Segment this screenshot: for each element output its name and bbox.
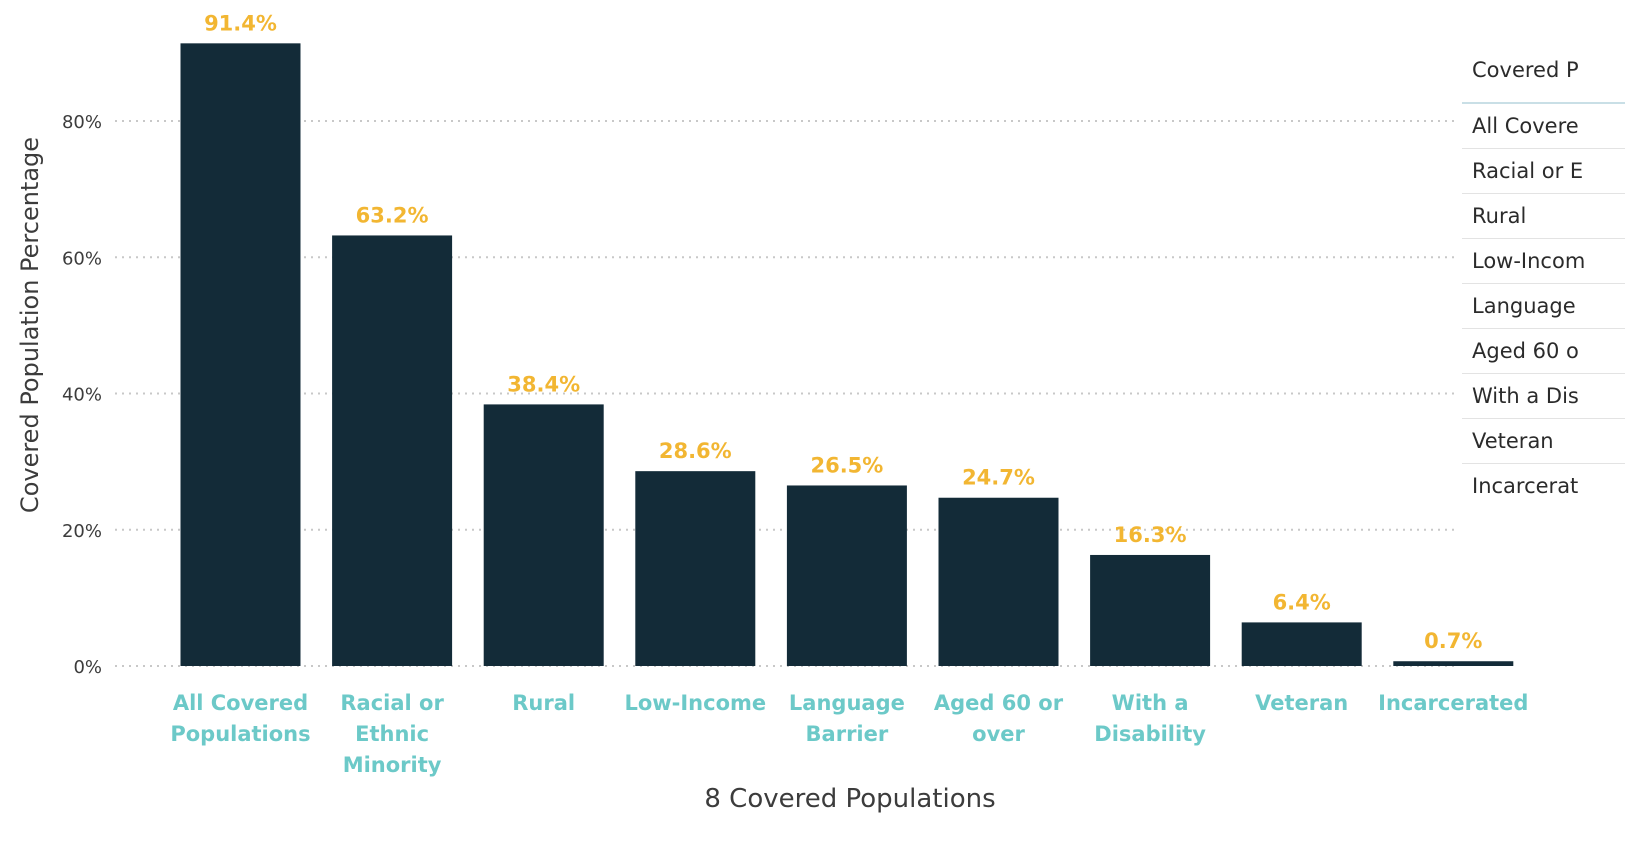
- x-tick-label: Aged 60 or over: [934, 691, 1064, 746]
- x-tick-label-line: Populations: [170, 722, 310, 746]
- y-tick-label: 40%: [62, 385, 102, 406]
- y-tick-label: 20%: [62, 521, 102, 542]
- bar[interactable]: [1393, 661, 1514, 666]
- legend-table: Covered P All Covere Racial or E Rural Low-…: [1462, 48, 1625, 528]
- bar[interactable]: [938, 497, 1059, 666]
- data-label: 16.3%: [1114, 523, 1187, 547]
- x-tick-label-line: Barrier: [806, 722, 889, 746]
- x-axis-label: 8 Covered Populations: [704, 784, 996, 814]
- data-label: 38.4%: [507, 372, 580, 396]
- legend-table-row: Rural: [1462, 194, 1625, 239]
- data-label: 63.2%: [356, 203, 429, 227]
- x-tick-label: Low-Income: [624, 691, 766, 715]
- x-tick-label-line: With a: [1112, 691, 1189, 715]
- x-tick-label-line: Veteran: [1255, 691, 1348, 715]
- y-tick-label: 0%: [73, 657, 102, 678]
- legend-table-row: Incarcerat: [1472, 474, 1579, 498]
- x-tick-label-line: Ethnic: [355, 722, 429, 746]
- data-label: 24.7%: [962, 466, 1035, 490]
- bar[interactable]: [635, 471, 756, 666]
- legend-table-rows: All Covere Racial or E Rural Low-Incom Langu…: [1462, 104, 1625, 508]
- bar[interactable]: [1090, 554, 1211, 666]
- legend-table-header: Covered P: [1462, 48, 1625, 104]
- bar[interactable]: [180, 43, 301, 666]
- x-tick-label-line: Minority: [343, 753, 442, 777]
- legend-table-row: Aged 60 o: [1462, 329, 1625, 374]
- y-tick-label: 60%: [62, 248, 102, 269]
- bar[interactable]: [483, 404, 604, 666]
- legend-table-row: Language: [1462, 284, 1625, 329]
- x-tick-label-line: All Covered: [173, 691, 308, 715]
- bar[interactable]: [1241, 622, 1362, 666]
- data-label: 28.6%: [659, 439, 732, 463]
- x-tick-label: All Covered Populations: [170, 691, 310, 746]
- legend-table-row: With a Dis: [1462, 374, 1625, 419]
- data-label: 91.4%: [204, 11, 277, 35]
- x-tick-label: Incarcerated: [1378, 691, 1528, 715]
- legend-table-row: Low-Incom: [1462, 239, 1625, 284]
- x-tick-label: With a Disability: [1094, 691, 1206, 746]
- y-axis-label: Covered Population Percentage: [16, 136, 44, 514]
- data-label: 6.4%: [1273, 590, 1331, 614]
- bar[interactable]: [786, 485, 907, 666]
- x-tick-label-line: Disability: [1094, 722, 1206, 746]
- y-axis-label-container: Covered Population Percentage: [10, 95, 50, 555]
- x-tick-label-line: Language: [789, 691, 905, 715]
- legend-table-row: Veteran: [1462, 419, 1625, 464]
- data-label: 0.7%: [1424, 629, 1482, 653]
- legend-table-row: Racial or E: [1462, 149, 1625, 194]
- x-tick-label-line: over: [972, 722, 1025, 746]
- y-tick-label: 80%: [62, 112, 102, 133]
- bar[interactable]: [332, 235, 453, 666]
- x-tick-label-line: Racial or: [340, 691, 444, 715]
- x-tick-label-line: Incarcerated: [1378, 691, 1528, 715]
- x-tick-label: Language Barrier: [789, 691, 905, 746]
- x-tick-label-line: Low-Income: [624, 691, 766, 715]
- x-tick-label: Rural: [512, 691, 575, 715]
- x-tick-label-line: Aged 60 or: [934, 691, 1064, 715]
- legend-table-row: All Covere: [1462, 104, 1625, 149]
- x-tick-label: Racial or Ethnic Minority: [340, 691, 444, 777]
- x-tick-label: Veteran: [1255, 691, 1348, 715]
- data-label: 26.5%: [810, 453, 883, 477]
- x-tick-label-line: Rural: [512, 691, 575, 715]
